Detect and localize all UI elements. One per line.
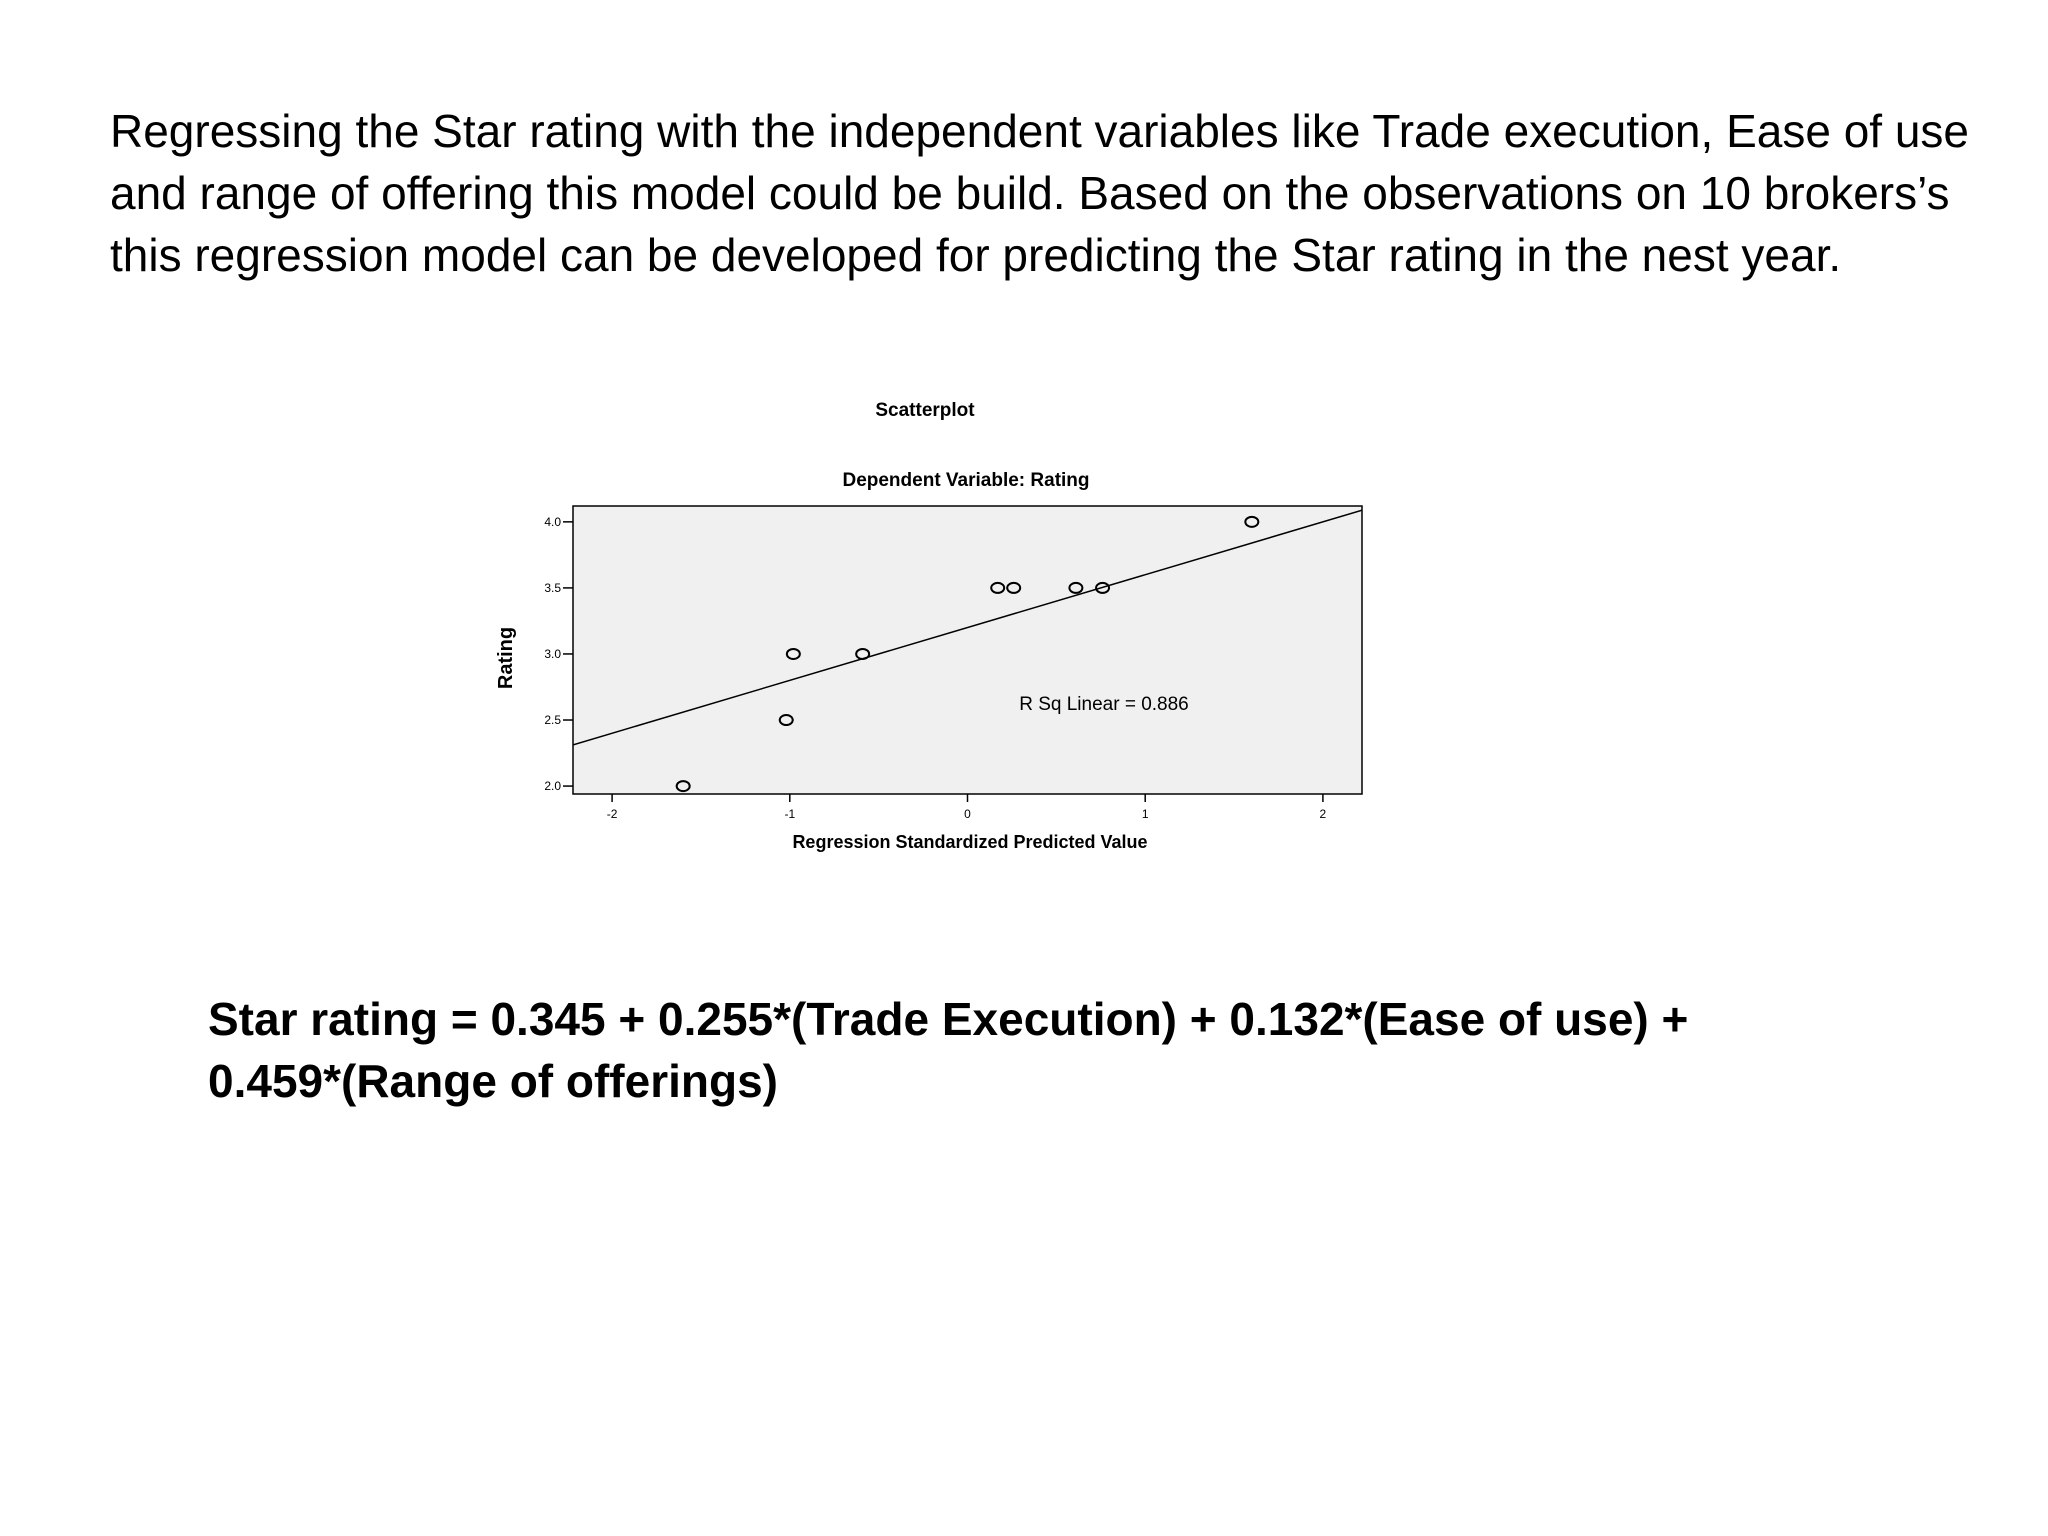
data-point [855, 647, 871, 660]
x-tick-label: 1 [1142, 807, 1149, 821]
x-tick-label: 0 [964, 807, 971, 821]
chart-title: Scatterplot [875, 400, 975, 421]
data-point [675, 780, 691, 793]
data-point [1068, 581, 1084, 594]
intro-paragraph: Regressing the Star rating with the inde… [110, 105, 1970, 281]
fit-line [573, 509, 1362, 746]
data-point [990, 581, 1006, 594]
regression-formula: Star rating = 0.345 + 0.255*(Trade Execu… [208, 988, 1908, 1112]
r-squared-annotation: R Sq Linear = 0.886 [1019, 694, 1189, 715]
data-point [785, 647, 801, 660]
formula-line-1: Star rating = 0.345 + 0.255*(Trade Execu… [208, 993, 1689, 1045]
data-point [1244, 515, 1260, 528]
data-point [1095, 581, 1111, 594]
y-tick-label: 3.0 [544, 647, 561, 661]
data-point [1006, 581, 1022, 594]
formula-line-2: 0.459*(Range of offerings) [208, 1055, 778, 1107]
x-tick-label: -2 [607, 807, 618, 821]
y-tick-label: 4.0 [544, 515, 561, 529]
y-axis-label: Rating [495, 627, 517, 689]
y-tick-label: 2.0 [544, 779, 561, 793]
chart-subtitle: Dependent Variable: Rating [842, 470, 1089, 491]
x-tick-label: 2 [1320, 807, 1327, 821]
plot-area [572, 505, 1363, 795]
y-tick-label: 2.5 [544, 713, 561, 727]
x-axis-label: Regression Standardized Predicted Value [792, 832, 1147, 852]
x-tick-label: -1 [784, 807, 795, 821]
data-point [778, 714, 794, 727]
y-tick-label: 3.5 [544, 581, 561, 595]
